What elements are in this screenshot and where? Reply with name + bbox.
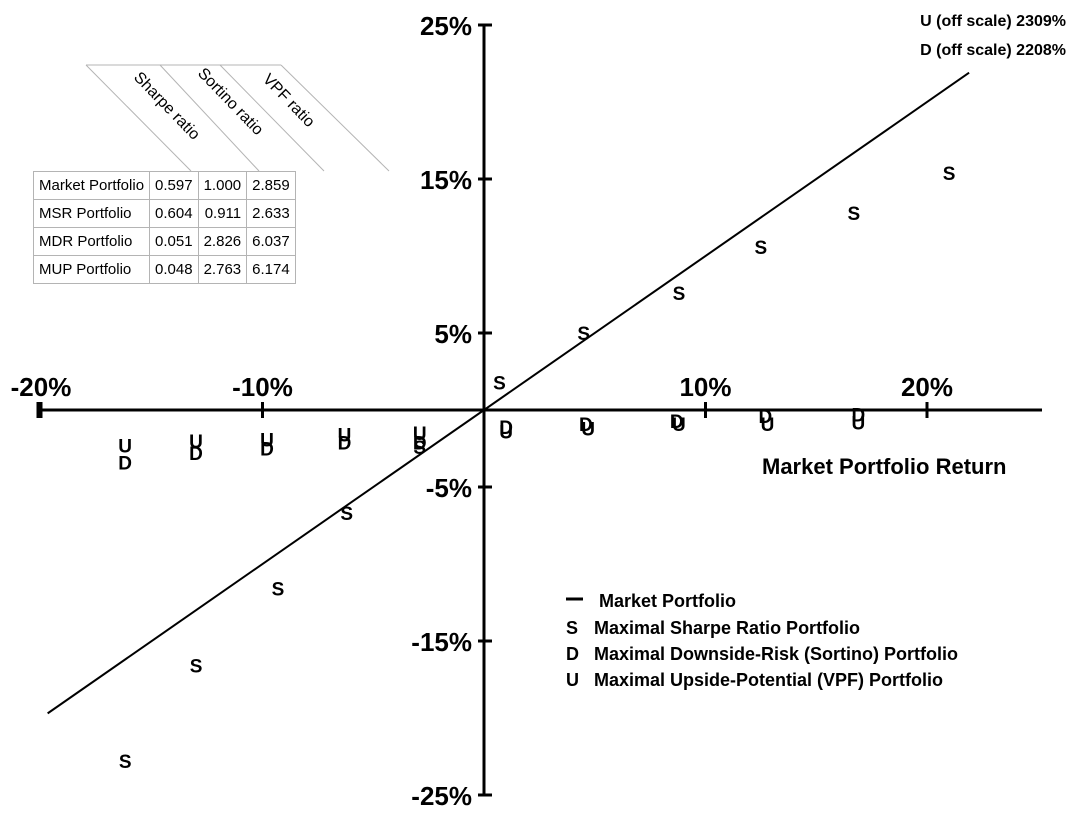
- row-label: MSR Portfolio: [32, 199, 151, 228]
- point-s: S: [577, 324, 590, 345]
- point-d: D: [579, 415, 593, 436]
- x-tick-label: 10%: [679, 372, 731, 402]
- point-s: S: [493, 373, 506, 394]
- point-u: U: [260, 430, 274, 451]
- table-cell: 0.604: [149, 199, 199, 228]
- point-u: U: [761, 415, 775, 436]
- point-d: D: [413, 433, 427, 454]
- annotation-u-off-scale: U (off scale) 2309%: [920, 13, 1066, 30]
- legend-label-mup: Maximal Upside-Potential (VPF) Portfolio: [594, 670, 943, 690]
- point-s: S: [340, 504, 353, 525]
- point-u: U: [581, 419, 595, 440]
- row-label: MUP Portfolio: [32, 255, 151, 284]
- table-cell: 2.859: [246, 171, 296, 200]
- y-tick-label: 25%: [420, 11, 472, 41]
- legend-symbol-s: S: [566, 618, 578, 638]
- point-d: D: [670, 412, 684, 433]
- legend-label-market: Market Portfolio: [599, 591, 736, 611]
- legend-label-msr: Maximal Sharpe Ratio Portfolio: [594, 618, 860, 638]
- axes: -20% -10% 10% 20% 25% 15% 5% -5% -15% -25%: [11, 11, 1042, 811]
- table-row: MUP Portfolio 0.048 2.763 6.174: [32, 255, 296, 284]
- table-row: MSR Portfolio 0.604 0.911 2.633: [32, 199, 296, 228]
- point-d: D: [189, 444, 203, 465]
- row-label: MDR Portfolio: [32, 227, 151, 256]
- table-cell: 2.826: [197, 227, 248, 256]
- table-cell: 6.174: [246, 255, 296, 284]
- table-column-headers: Sharpe ratio Sortino ratio VPF ratio: [85, 64, 390, 172]
- table-header-sharpe: Sharpe ratio: [130, 69, 203, 144]
- table-row: Market Portfolio 0.597 1.000 2.859: [32, 171, 296, 200]
- x-tick-label: -10%: [232, 372, 293, 402]
- point-u: U: [499, 423, 513, 444]
- point-d: D: [260, 440, 274, 461]
- row-label: Market Portfolio: [32, 171, 151, 200]
- point-u: U: [118, 436, 132, 457]
- table-cell: 0.597: [149, 171, 199, 200]
- point-s: S: [848, 204, 861, 225]
- point-s: S: [413, 438, 426, 459]
- x-tick-label: 20%: [901, 372, 953, 402]
- table-header-vpf: VPF ratio: [259, 71, 318, 131]
- table-cell: 0.051: [149, 227, 199, 256]
- y-tick-label: 5%: [434, 319, 472, 349]
- market-portfolio-line: [47, 71, 970, 715]
- point-s: S: [673, 284, 686, 305]
- legend-label-mdr: Maximal Downside-Risk (Sortino) Portfoli…: [594, 644, 958, 664]
- point-u: U: [413, 424, 427, 445]
- y-tick-label: 15%: [420, 165, 472, 195]
- point-u: U: [851, 413, 865, 434]
- point-s: S: [272, 580, 285, 601]
- ratio-table: Market Portfolio 0.597 1.000 2.859 MSR P…: [32, 171, 296, 284]
- point-d: D: [338, 433, 352, 454]
- table-cell: 1.000: [197, 171, 248, 200]
- y-tick-label: -15%: [411, 627, 472, 657]
- point-s: S: [755, 238, 768, 259]
- point-d: D: [758, 407, 772, 428]
- point-s: S: [943, 164, 956, 185]
- x-tick-label: -20%: [11, 372, 72, 402]
- table-cell: 2.763: [197, 255, 248, 284]
- point-d: D: [118, 453, 132, 474]
- point-s: S: [119, 752, 132, 773]
- table-cell: 0.048: [149, 255, 199, 284]
- legend: Market Portfolio S Maximal Sharpe Ratio …: [566, 591, 958, 690]
- point-u: U: [338, 426, 352, 447]
- y-tick-label: -5%: [426, 473, 472, 503]
- annotation-d-off-scale: D (off scale) 2208%: [920, 42, 1066, 59]
- table-cell: 2.633: [246, 199, 296, 228]
- point-d: D: [851, 406, 865, 427]
- legend-symbol-u: U: [566, 670, 579, 690]
- table-cell: 6.037: [246, 227, 296, 256]
- x-axis-title: Market Portfolio Return: [762, 454, 1006, 479]
- legend-symbol-d: D: [566, 644, 579, 664]
- point-d: D: [499, 418, 513, 439]
- point-u: U: [189, 432, 203, 453]
- table-row: MDR Portfolio 0.051 2.826 6.037: [32, 227, 296, 256]
- y-tick-label: -25%: [411, 781, 472, 811]
- point-u: U: [672, 415, 686, 436]
- point-s: S: [190, 657, 203, 678]
- table-cell: 0.911: [197, 199, 248, 228]
